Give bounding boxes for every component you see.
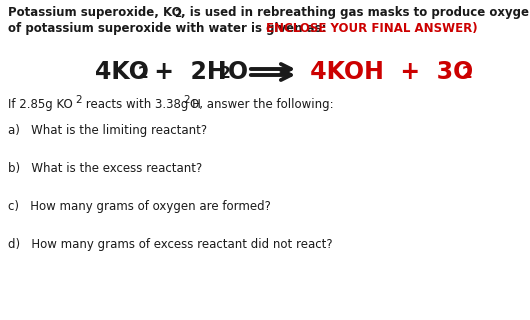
Text: 2: 2 [462,66,473,81]
Text: ENCLOSE YOUR FINAL ANSWER): ENCLOSE YOUR FINAL ANSWER) [266,22,478,35]
Text: 2: 2 [174,9,181,19]
Text: reacts with 3.38g H: reacts with 3.38g H [82,98,201,111]
Text: 4KOH  +  3O: 4KOH + 3O [302,60,473,84]
Text: , is used in rebreathing gas masks to produce oxygen. The reaction: , is used in rebreathing gas masks to pr… [181,6,530,19]
Text: Potassium superoxide, KO: Potassium superoxide, KO [8,6,182,19]
Text: 2: 2 [220,66,231,81]
Text: c)   How many grams of oxygen are formed?: c) How many grams of oxygen are formed? [8,200,271,213]
Text: 4KO: 4KO [95,60,149,84]
Text: If 2.85g KO: If 2.85g KO [8,98,73,111]
Text: 2: 2 [75,95,82,105]
Text: O: O [228,60,248,84]
Text: d)   How many grams of excess reactant did not react?: d) How many grams of excess reactant did… [8,238,333,251]
Text: 2: 2 [138,66,149,81]
Text: a)   What is the limiting reactant?: a) What is the limiting reactant? [8,124,207,137]
Text: of potassium superoxide with water is given as:: of potassium superoxide with water is gi… [8,22,331,35]
Text: 2: 2 [183,95,190,105]
Text: +  2H: + 2H [146,60,227,84]
Text: O, answer the following:: O, answer the following: [190,98,333,111]
Text: b)   What is the excess reactant?: b) What is the excess reactant? [8,162,202,175]
